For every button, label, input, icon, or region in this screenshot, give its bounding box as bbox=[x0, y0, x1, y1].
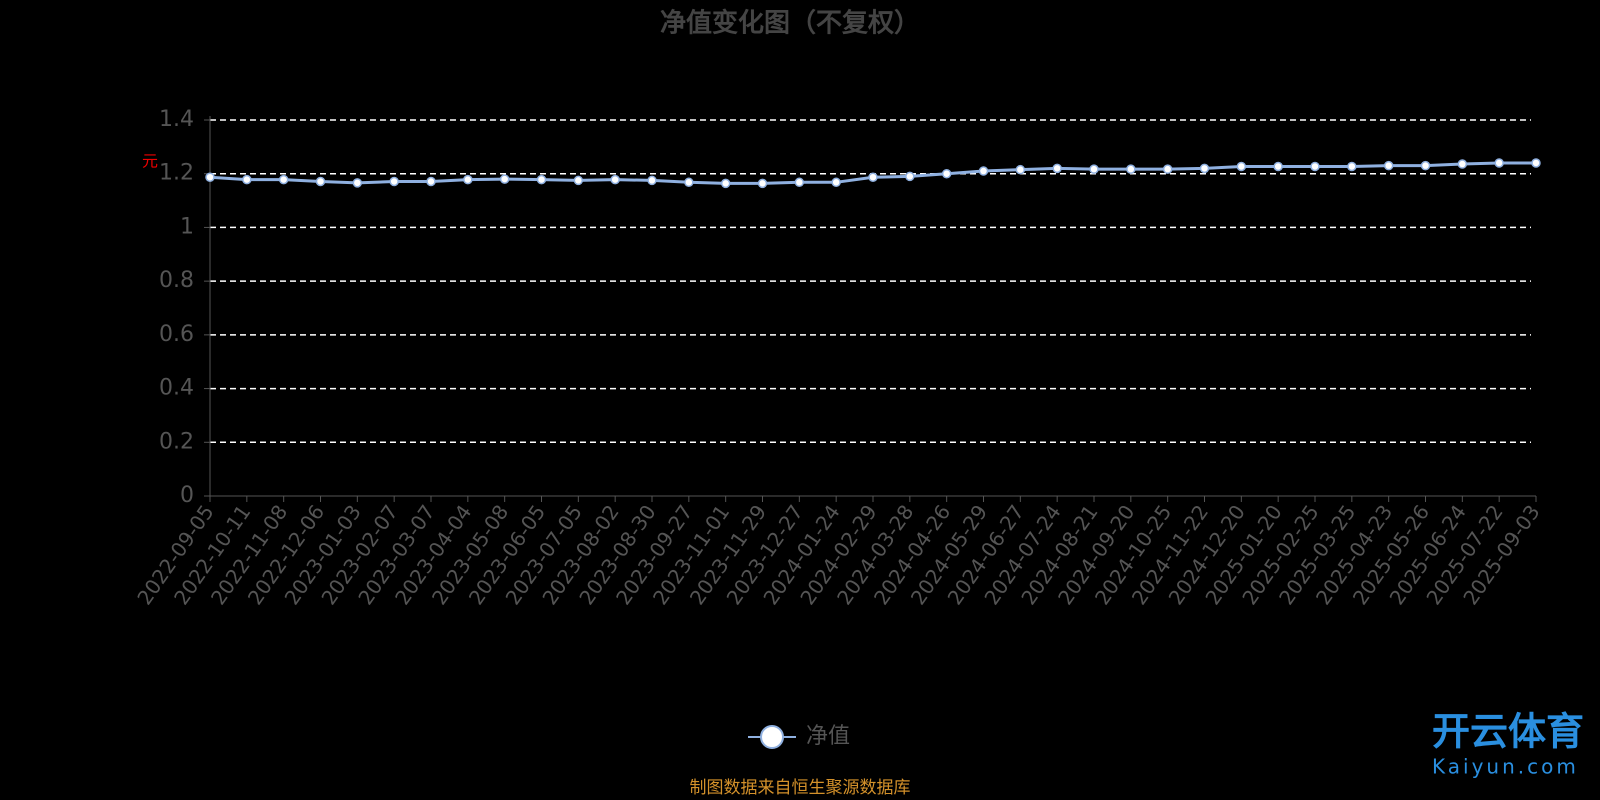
y-axis-label: 元 bbox=[142, 152, 158, 171]
point bbox=[647, 175, 657, 186]
point bbox=[905, 171, 915, 182]
point bbox=[720, 178, 731, 189]
point bbox=[536, 174, 547, 185]
point bbox=[1273, 161, 1283, 172]
watermark-url: Kaiyun.com bbox=[1432, 755, 1579, 779]
point bbox=[1457, 159, 1468, 169]
point bbox=[941, 168, 952, 179]
y-tick-label: 1 bbox=[180, 214, 194, 239]
y-tick-label: 1.2 bbox=[159, 161, 194, 186]
y-tick-label: 0.8 bbox=[159, 268, 194, 293]
legend-marker bbox=[760, 725, 784, 749]
point bbox=[1347, 161, 1357, 172]
point bbox=[1126, 164, 1136, 174]
point bbox=[1162, 164, 1173, 174]
point bbox=[426, 176, 436, 187]
point bbox=[499, 174, 510, 184]
point bbox=[610, 174, 620, 185]
point bbox=[1531, 158, 1541, 168]
y-tick-label: 0.6 bbox=[159, 322, 194, 347]
point bbox=[1015, 164, 1026, 175]
point bbox=[1310, 161, 1320, 172]
point bbox=[1199, 163, 1210, 174]
point bbox=[1383, 160, 1394, 171]
y-tick-label: 0.4 bbox=[159, 376, 194, 401]
point bbox=[794, 177, 805, 188]
chart-title: 净值变化图（不复权） bbox=[660, 8, 920, 39]
point bbox=[242, 174, 252, 185]
source-note: 制图数据来自恒生聚源数据库 bbox=[690, 778, 911, 798]
point bbox=[315, 176, 326, 187]
point bbox=[1052, 163, 1062, 174]
point bbox=[684, 177, 694, 188]
point bbox=[463, 174, 473, 185]
point bbox=[1236, 161, 1247, 172]
point bbox=[1420, 160, 1431, 171]
point bbox=[278, 174, 289, 185]
point bbox=[573, 175, 584, 186]
y-tick-label: 1.4 bbox=[159, 107, 194, 132]
y-tick-label: 0 bbox=[180, 483, 194, 508]
point bbox=[1494, 158, 1504, 168]
y-tick-label: 0.2 bbox=[159, 429, 194, 454]
point bbox=[389, 176, 399, 187]
point bbox=[868, 172, 878, 182]
point bbox=[831, 177, 841, 188]
legend-label: 净值 bbox=[806, 724, 850, 749]
point bbox=[205, 172, 215, 182]
point bbox=[1089, 164, 1099, 174]
point bbox=[757, 178, 768, 189]
watermark-brand: 开云体育 bbox=[1432, 710, 1584, 754]
point bbox=[978, 166, 989, 176]
point bbox=[352, 178, 363, 188]
